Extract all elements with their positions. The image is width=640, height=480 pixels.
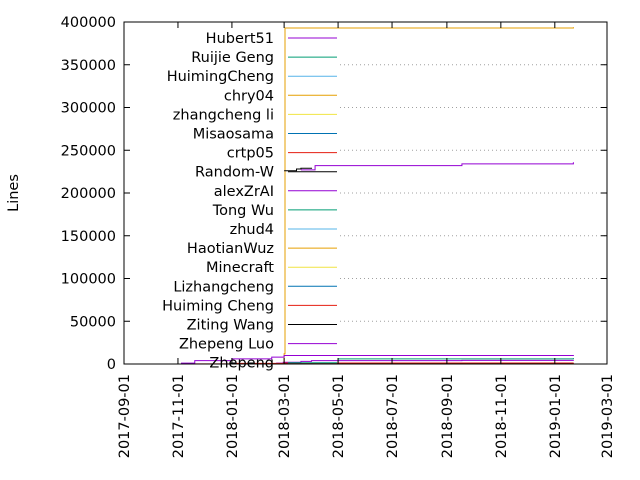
y-tick-label: 400000	[61, 15, 116, 31]
legend-label: zhud4	[230, 222, 274, 238]
y-tick-label: 150000	[61, 229, 116, 245]
legend-label: Zhepeng Luo	[179, 337, 274, 353]
legend: Hubert51 Ruijie Geng HuimingCheng chry04 zha…	[162, 31, 337, 372]
legend-label: Misaosama	[193, 127, 274, 143]
y-tick-label: 300000	[61, 101, 116, 117]
legend-label: Random-W	[195, 165, 274, 181]
grid	[340, 64, 607, 322]
x-tick-label: 2018-05-01	[331, 374, 347, 458]
x-tick-label: 2019-01-01	[548, 374, 564, 458]
legend-label: Huiming Cheng	[162, 298, 274, 314]
y-tick-label: 50000	[70, 314, 116, 330]
legend-label: Minecraft	[206, 260, 274, 276]
legend-label: Lizhangcheng	[173, 279, 274, 295]
legend-label: Ziting Wang	[187, 318, 274, 334]
y-tick-label: 250000	[61, 143, 116, 159]
series-line	[276, 359, 574, 364]
legend-label: chry04	[224, 88, 274, 104]
legend-label: crtp05	[227, 146, 274, 162]
y-axis-label: Lines	[6, 174, 22, 212]
legend-label: alexZrAI	[214, 184, 274, 200]
x-tick-label: 2018-03-01	[277, 374, 293, 458]
legend-label: Hubert51	[206, 31, 274, 47]
y-tick-label: 200000	[61, 186, 116, 202]
y-tick-label: 350000	[61, 58, 116, 74]
series-line	[284, 167, 313, 172]
x-tick-label: 2018-07-01	[385, 374, 401, 458]
x-tick-label: 2017-09-01	[117, 374, 133, 458]
series-line	[300, 162, 574, 171]
legend-label: HuimingCheng	[167, 69, 274, 85]
series-line	[283, 27, 574, 365]
x-tick-label: 2018-01-01	[225, 374, 241, 458]
x-tick-label: 2018-11-01	[494, 374, 510, 458]
axes: 0 50000 100000 150000 200000 250000 300000 3500…	[61, 15, 616, 458]
legend-label: Ruijie Geng	[191, 50, 274, 66]
legend-label: HaotianWuz	[187, 241, 274, 257]
legend-label: Tong Wu	[212, 203, 274, 219]
x-tick-label: 2018-09-01	[440, 374, 456, 458]
y-tick-label: 0	[107, 357, 116, 373]
x-tick-label: 2019-03-01	[600, 374, 616, 458]
legend-label: zhangcheng li	[173, 107, 274, 123]
y-tick-label: 100000	[61, 272, 116, 288]
x-tick-label: 2017-11-01	[171, 374, 187, 458]
